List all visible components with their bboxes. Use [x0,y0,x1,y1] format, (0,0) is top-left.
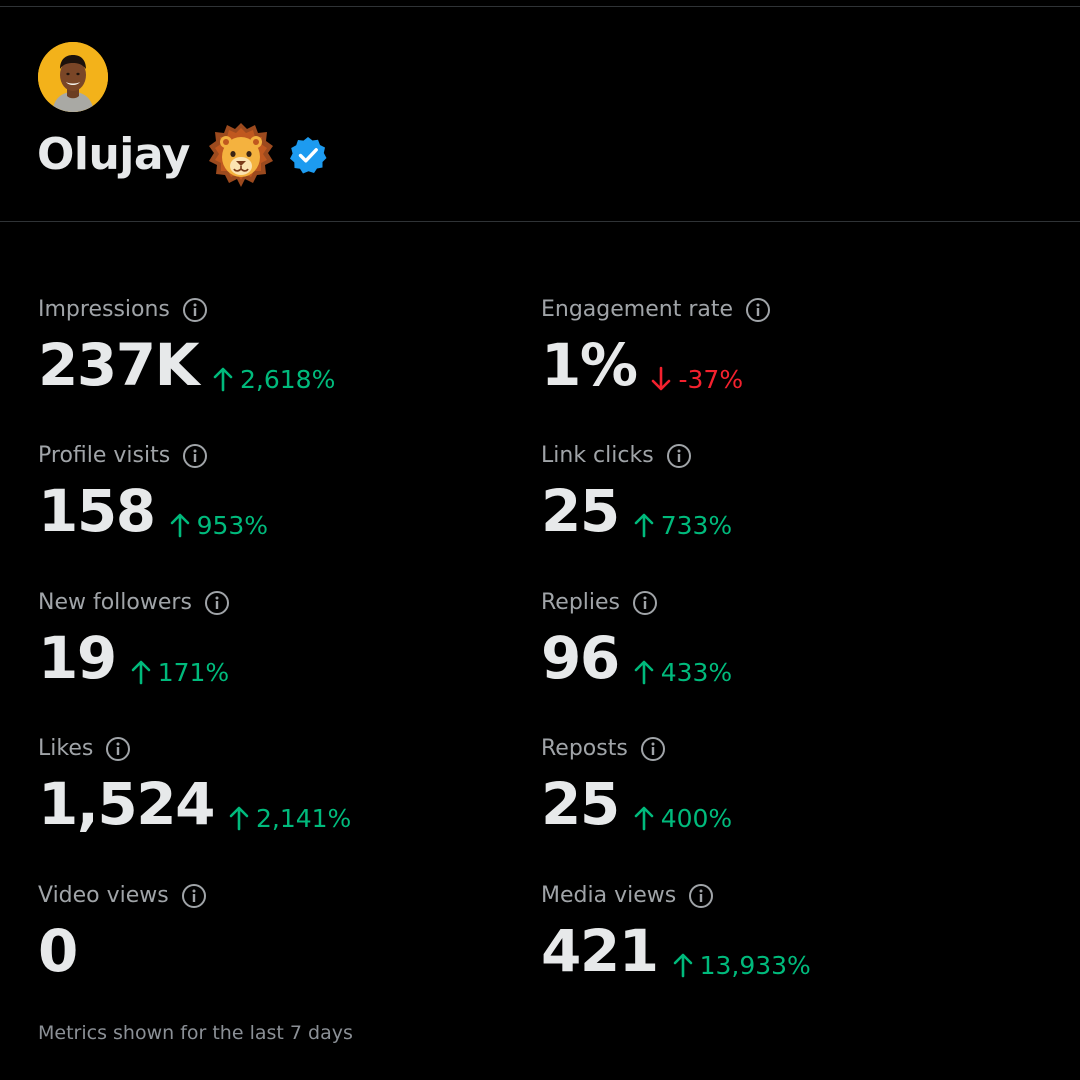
arrow-up-icon [212,366,234,392]
profile-name-row: Olujay [37,120,328,190]
metric-change-value: 433% [660,657,733,687]
metric-change: 953% [169,512,268,538]
metric-new-followers: New followers 19 171% [38,587,518,727]
metric-reposts: Reposts 25 400% [541,733,1021,873]
verified-badge-icon[interactable] [288,135,328,175]
metric-change-value: 13,933% [699,950,811,980]
metric-change: 171% [130,659,229,685]
metric-label: Video views [38,883,169,908]
info-icon[interactable] [182,443,208,469]
top-divider [0,6,1080,7]
metric-change: 2,141% [228,805,351,831]
avatar-photo [38,42,108,112]
arrow-up-icon [672,952,694,978]
display-name: Olujay [37,129,190,180]
metric-change-value: 733% [660,510,733,540]
info-icon[interactable] [745,297,771,323]
metric-label: Likes [38,736,94,761]
metric-change: 400% [633,805,732,831]
metric-likes: Likes 1,524 2,141% [38,733,518,873]
metric-value: 25 [541,477,620,545]
metric-value: 1% [541,331,638,399]
arrow-up-icon [633,512,655,538]
metric-value: 237K [38,331,200,399]
metric-value: 0 [38,917,78,985]
metric-engagement-rate: Engagement rate 1% -37% [541,294,1021,434]
metric-change-value: 2,618% [240,364,336,394]
arrow-up-icon [169,512,191,538]
metric-change-value: 953% [196,510,269,540]
metric-change: -37% [650,366,743,392]
metric-value: 158 [38,477,156,545]
metric-impressions: Impressions 237K 2,618% [38,294,518,434]
arrow-down-icon [650,366,672,392]
metric-value: 1,524 [38,770,215,838]
metric-value: 421 [541,917,659,985]
metrics-grid: Impressions 237K 2,618% Engagement rate … [0,222,1080,1012]
metric-value: 96 [541,624,620,692]
info-icon[interactable] [640,736,666,762]
metric-label: Profile visits [38,443,171,468]
metric-value: 25 [541,770,620,838]
metric-change: 2,618% [212,366,335,392]
metric-change-value: -37% [678,364,744,394]
metrics-period-note: Metrics shown for the last 7 days [38,1022,353,1044]
metric-label: Media views [541,883,677,908]
info-icon[interactable] [181,883,207,909]
avatar[interactable] [38,42,108,112]
metric-label: Replies [541,590,621,615]
info-icon[interactable] [204,590,230,616]
metric-link-clicks: Link clicks 25 733% [541,440,1021,580]
metric-change-value: 400% [660,803,733,833]
info-icon[interactable] [632,590,658,616]
metric-media-views: Media views 421 13,933% [541,880,1021,1020]
metric-replies: Replies 96 433% [541,587,1021,727]
metric-label: Engagement rate [541,297,734,322]
arrow-up-icon [633,805,655,831]
metric-change-value: 171% [157,657,230,687]
profile-header: Olujay [0,7,1080,221]
arrow-up-icon [130,659,152,685]
metric-profile-visits: Profile visits 158 953% [38,440,518,580]
metric-video-views: Video views 0 [38,880,518,1020]
metric-change: 433% [633,659,732,685]
metric-change: 13,933% [672,952,811,978]
metric-change-value: 2,141% [255,803,352,833]
info-icon[interactable] [105,736,131,762]
info-icon[interactable] [666,443,692,469]
metric-label: Link clicks [541,443,654,468]
metric-value: 19 [38,624,117,692]
header-divider [0,221,1080,222]
info-icon[interactable] [182,297,208,323]
arrow-up-icon [633,659,655,685]
metric-label: Impressions [38,297,170,322]
info-icon[interactable] [688,883,714,909]
arrow-up-icon [228,805,250,831]
metric-label: New followers [38,590,192,615]
metric-change: 733% [633,512,732,538]
lion-face-emoji-icon [206,120,276,190]
metric-label: Reposts [541,736,628,761]
